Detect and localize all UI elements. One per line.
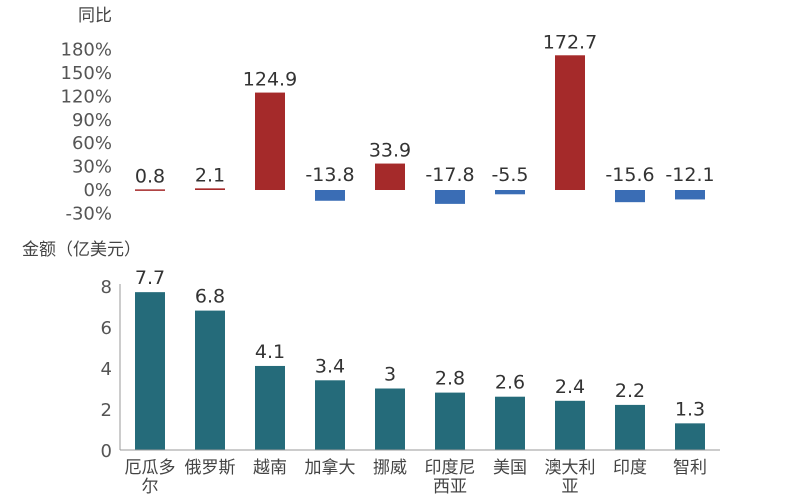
category-label: 尔 bbox=[142, 477, 159, 497]
amount-tick-label: 8 bbox=[101, 277, 112, 298]
amount-data-label: 7.7 bbox=[135, 267, 165, 289]
yoy-bar bbox=[675, 190, 705, 200]
yoy-bar bbox=[195, 188, 225, 190]
yoy-data-label: -15.6 bbox=[605, 164, 654, 186]
amount-tick-label: 0 bbox=[101, 441, 112, 462]
category-label: 智利 bbox=[673, 458, 707, 478]
amount-bars bbox=[135, 292, 705, 450]
yoy-data-label: -17.8 bbox=[425, 164, 474, 186]
amount-data-label: 2.8 bbox=[435, 368, 465, 390]
yoy-data-label: 124.9 bbox=[243, 69, 297, 91]
yoy-bar bbox=[435, 190, 465, 204]
amount-bar bbox=[615, 404, 645, 450]
amount-axis-title: 金额（亿美元） bbox=[22, 240, 141, 260]
yoy-chart: 同比 180%150%120% 90%60% 30%0%-30% 0.8 2.1 124… bbox=[61, 6, 715, 224]
yoy-tick-label: 0% bbox=[83, 180, 112, 201]
yoy-bar bbox=[495, 190, 525, 195]
category-label: 越南 bbox=[253, 458, 287, 478]
yoy-data-label: -12.1 bbox=[665, 164, 714, 186]
amount-data-label: 4.1 bbox=[255, 341, 285, 363]
yoy-data-label: 0.8 bbox=[135, 165, 165, 187]
yoy-data-label: -5.5 bbox=[491, 164, 528, 186]
amount-bar bbox=[135, 292, 165, 450]
amount-chart: 金额（亿美元） 8 6 4 2 0 7.7 6.8 4.1 3.4 3 2.8 2.6 2.4 2.2 1… bbox=[22, 240, 720, 497]
amount-bar bbox=[495, 396, 525, 450]
category-label: 加拿大 bbox=[305, 457, 356, 478]
yoy-bar bbox=[135, 189, 165, 191]
yoy-bars bbox=[135, 55, 705, 204]
category-label: 亚 bbox=[562, 477, 579, 497]
yoy-bar bbox=[375, 163, 405, 190]
amount-bar bbox=[375, 388, 405, 450]
category-label: 西亚 bbox=[433, 477, 467, 497]
yoy-bar bbox=[555, 55, 585, 190]
yoy-tick-label: 120% bbox=[61, 86, 112, 107]
amount-data-label: 3 bbox=[384, 364, 396, 386]
category-label: 澳大利 bbox=[545, 458, 596, 478]
yoy-tick-label: 150% bbox=[61, 63, 112, 84]
yoy-data-labels: 0.8 2.1 124.9 -13.8 33.9 -17.8 -5.5 172.7 -15.6-… bbox=[135, 31, 715, 187]
amount-tick-label: 2 bbox=[101, 400, 112, 421]
amount-tick-label: 4 bbox=[101, 359, 112, 380]
amount-bar bbox=[255, 365, 285, 450]
amount-bar bbox=[555, 400, 585, 450]
yoy-y-ticks: 180%150%120% 90%60% 30%0%-30% bbox=[61, 40, 112, 225]
yoy-bar bbox=[315, 190, 345, 201]
amount-y-ticks: 8 6 4 2 0 bbox=[101, 277, 112, 462]
amount-data-label: 6.8 bbox=[195, 286, 225, 308]
yoy-bar bbox=[615, 190, 645, 203]
amount-data-label: 3.4 bbox=[315, 355, 345, 377]
yoy-bar bbox=[255, 92, 285, 190]
amount-data-label: 2.6 bbox=[495, 372, 525, 394]
yoy-tick-label: 180% bbox=[61, 40, 112, 61]
yoy-tick-label: -30% bbox=[65, 203, 112, 224]
yoy-tick-label: 90% bbox=[72, 110, 112, 131]
amount-bar bbox=[195, 310, 225, 450]
category-label: 俄罗斯 bbox=[185, 458, 236, 478]
amount-data-label: 2.4 bbox=[555, 376, 585, 398]
category-label: 挪威 bbox=[373, 458, 407, 478]
amount-tick-label: 6 bbox=[101, 318, 112, 339]
category-label: 印度尼 bbox=[425, 458, 476, 478]
yoy-data-label: 33.9 bbox=[369, 140, 411, 162]
amount-axes bbox=[119, 284, 720, 451]
amount-data-label: 2.2 bbox=[615, 380, 645, 402]
yoy-axis-title: 同比 bbox=[78, 6, 112, 26]
yoy-tick-label: 30% bbox=[72, 157, 112, 178]
amount-bar bbox=[675, 423, 705, 450]
category-label: 厄瓜多 bbox=[125, 458, 176, 478]
yoy-tick-label: 60% bbox=[72, 133, 112, 154]
yoy-data-label: 2.1 bbox=[195, 164, 225, 186]
amount-data-label: 1.3 bbox=[675, 398, 705, 420]
yoy-data-label: -13.8 bbox=[305, 164, 354, 186]
amount-bar bbox=[435, 392, 465, 450]
category-label: 印度 bbox=[613, 458, 647, 478]
amount-data-labels: 7.7 6.8 4.1 3.4 3 2.8 2.6 2.4 2.2 1.3 bbox=[135, 267, 705, 420]
category-label: 美国 bbox=[493, 458, 527, 478]
yoy-data-label: 172.7 bbox=[543, 31, 597, 53]
amount-bar bbox=[315, 380, 345, 450]
